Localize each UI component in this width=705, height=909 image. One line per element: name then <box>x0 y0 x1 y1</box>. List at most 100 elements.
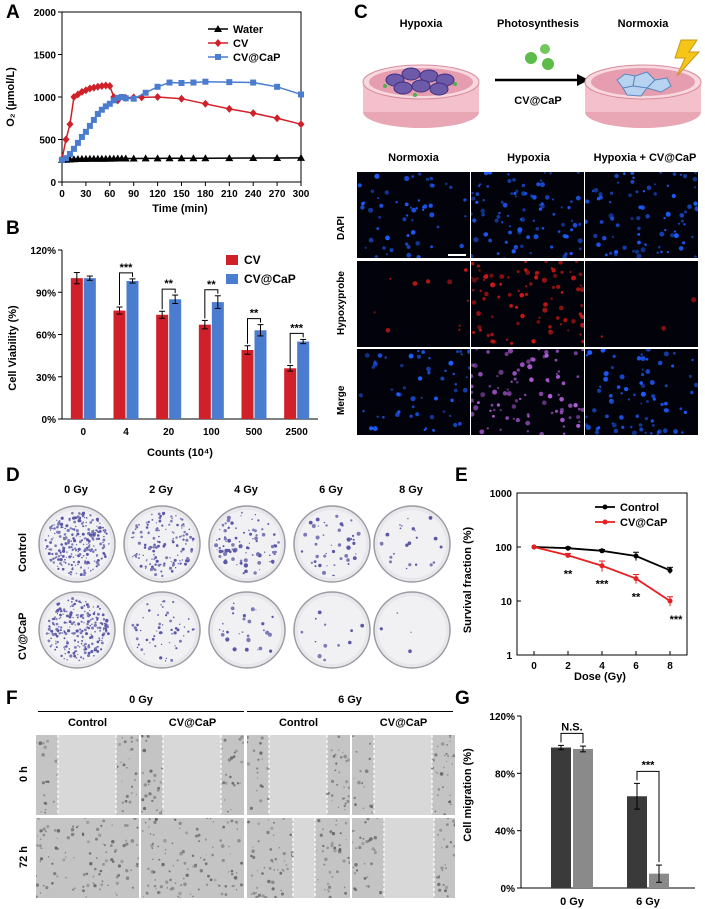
scale-bar <box>448 254 466 256</box>
colony-dish-1-3 <box>293 591 371 669</box>
chart-g-xtick-label: 0 Gy <box>560 896 585 908</box>
chart-a-point <box>62 135 70 144</box>
chart-e-point <box>633 576 639 582</box>
schematic-hypoxia-label: Hypoxia <box>400 18 444 30</box>
chart-a-point <box>297 153 305 161</box>
chart-a-point <box>66 120 74 129</box>
chart-a-series-line <box>61 80 302 161</box>
chart-b-sig-bracket <box>161 288 176 310</box>
chart-e-point <box>667 567 673 573</box>
chart-e-sig-label: ** <box>632 592 641 604</box>
chart-b-ytick-label: 90% <box>36 288 56 299</box>
chart-b-sig-label: *** <box>120 262 134 274</box>
micro-col-hypoxia-cvcap: Hypoxia + CV@CaP <box>593 152 697 164</box>
chart-e-ytick-label: 1 <box>506 651 512 662</box>
chart-b-ytick-label: 0% <box>42 415 57 426</box>
chart-e-point <box>633 553 639 559</box>
chart-g-ytick-label: 80% <box>495 769 515 780</box>
chart-b-xtick-label: 4 <box>123 427 129 438</box>
chart-a-point <box>106 81 114 90</box>
colony-dish-0-0 <box>38 505 116 583</box>
chart-e-legend-label: CV@CaP <box>620 517 667 529</box>
wound-group-0gy-line <box>38 711 244 712</box>
chart-a-point <box>226 79 233 86</box>
colony-row-cvcap: CV@CaP <box>17 612 29 660</box>
chart-e-sig-label: *** <box>596 579 610 591</box>
chart-a-point <box>274 83 281 90</box>
chart-a-point <box>154 93 162 101</box>
chart-g-bar <box>573 748 593 888</box>
chart-a-xtick-label: 90 <box>128 189 140 200</box>
dose-2gy: 2 Gy <box>149 484 173 496</box>
chart-b-bar <box>83 278 96 419</box>
chart-b-sig-label: ** <box>207 279 216 291</box>
wound-col-control-0gy: Control <box>67 717 108 729</box>
colony-dish-0-4 <box>373 505 451 583</box>
chart-e-xtick-label: 0 <box>531 661 537 672</box>
chart-b-legend-label: CV@CaP <box>244 272 296 286</box>
chart-a-xtick-label: 150 <box>173 189 190 200</box>
wound-image-1-3 <box>352 818 455 898</box>
chart-a-point <box>129 154 138 162</box>
chart-e-xtick-label: 8 <box>667 661 673 672</box>
chart-a-point <box>165 154 174 162</box>
panel-label-g: G <box>455 688 470 709</box>
chart-a-point <box>90 116 97 123</box>
wound-image-1-2 <box>247 818 350 898</box>
chart-a-point <box>141 154 150 162</box>
chart-e-series-line <box>533 546 671 602</box>
chart-a-point <box>190 79 197 86</box>
chart-a-xtick-label: 210 <box>221 189 238 200</box>
chart-a-ytick-label: 0 <box>50 178 56 189</box>
chart-b-sig-bracket <box>289 332 304 364</box>
schematic-photosynthesis-label: Photosynthesis <box>497 18 579 30</box>
photosynthesis-arrow-icon <box>495 44 589 86</box>
chart-e-point <box>599 563 605 569</box>
chart-b-bar <box>70 278 83 419</box>
wound-col-cvcap-0gy: CV@CaP <box>168 717 217 729</box>
chart-a-point <box>130 95 137 102</box>
chart-g-bar <box>551 747 571 888</box>
chart-b-ytick-label: 60% <box>36 331 56 342</box>
wound-row-72h: 72 h <box>18 845 30 868</box>
chart-a-point <box>106 100 113 107</box>
chart-e-point <box>599 548 605 554</box>
chart-a-xtick-label: 180 <box>197 189 214 200</box>
colony-dish-1-2 <box>208 591 286 669</box>
chart-a-point <box>98 81 106 90</box>
chart-a-point <box>98 106 105 113</box>
chart-b-bar <box>241 349 254 419</box>
colony-dish-1-1 <box>123 591 201 669</box>
chart-a-point <box>297 120 305 129</box>
chart-a-point <box>153 154 162 162</box>
chart-a-point <box>74 139 81 146</box>
chart-a-legend-marker <box>214 25 222 32</box>
chart-a-point <box>118 94 125 100</box>
chart-b-legend-label: CV <box>244 253 261 267</box>
chart-a-point <box>249 154 258 162</box>
chart-g-sig-label: N.S. <box>561 721 582 733</box>
chart-a-point <box>66 150 73 157</box>
chart-e-ylabel: Survival fraction (%) <box>462 526 474 633</box>
chart-b-bar <box>284 368 297 419</box>
chart-a-ytick-label: 1500 <box>34 51 57 62</box>
colony-dish-0-3 <box>293 505 371 583</box>
schematic-agent-label: CV@CaP <box>514 95 561 107</box>
chart-b-sig-bracket <box>247 318 261 344</box>
micro-image-hypoxyprobe-1 <box>471 261 584 347</box>
panel-label-a: A <box>6 2 20 23</box>
chart-a-point <box>225 104 233 113</box>
colony-dish-0-1 <box>123 505 201 583</box>
chart-a-point <box>202 78 209 85</box>
chart-e-xtick-label: 4 <box>599 661 605 672</box>
micro-row-dapi: DAPI <box>336 216 347 240</box>
chart-a-point <box>166 79 173 86</box>
panel-label-b: B <box>6 218 20 239</box>
chart-e-legend-label: Control <box>620 502 659 514</box>
chart-b-bar <box>126 280 139 419</box>
chart-a-ylabel: O₂ (µmol/L) <box>5 67 17 127</box>
chart-a-oxygen: 0 500 1000 1500 2000 0 30 60 90 120 150 180 210 240 27… <box>5 8 310 215</box>
chart-b-ytick-label: 30% <box>36 373 56 384</box>
micro-image-dapi-2 <box>585 172 698 258</box>
micro-image-merge-1 <box>471 349 584 435</box>
